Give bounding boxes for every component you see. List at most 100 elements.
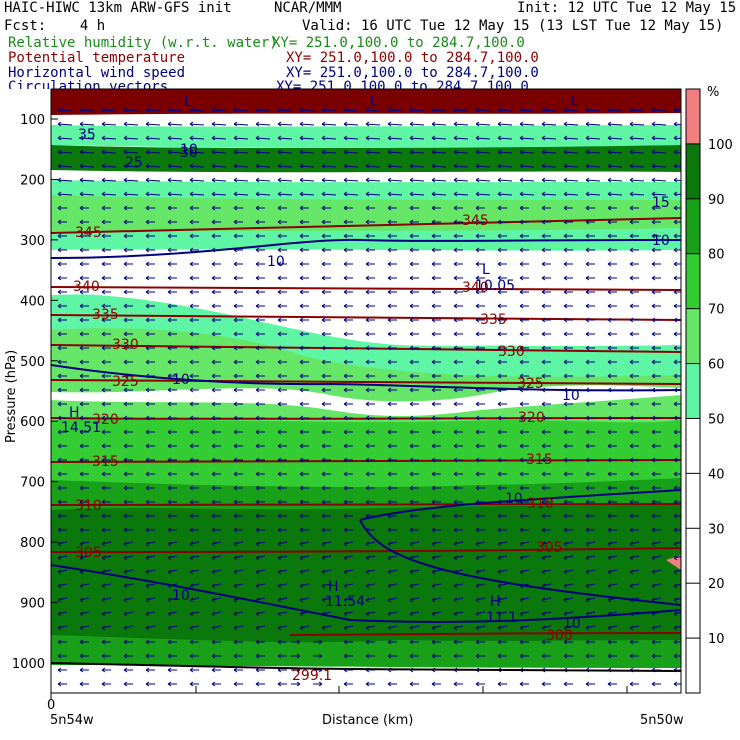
circulation-vector <box>79 681 89 687</box>
circulation-vector <box>431 275 441 281</box>
circulation-vector <box>167 569 178 575</box>
circulation-vector <box>101 681 111 687</box>
x-axis-title: Distance (km) <box>322 713 413 728</box>
circulation-vector <box>233 387 243 393</box>
circulation-vector <box>189 485 199 491</box>
circulation-vector <box>145 541 156 547</box>
circulation-vector <box>101 261 111 267</box>
circulation-vector <box>497 555 508 561</box>
circulation-vector <box>497 261 507 267</box>
circulation-vector <box>343 625 354 631</box>
circulation-vector <box>321 387 331 393</box>
header-line1-right: Init: 12 UTC Tue 12 May 15 <box>517 0 737 16</box>
circulation-vector <box>387 345 397 351</box>
circulation-vector <box>277 443 287 449</box>
circulation-vector <box>321 233 331 239</box>
circulation-vector <box>211 191 227 197</box>
circulation-vector <box>123 331 133 337</box>
circulation-vector <box>585 625 596 631</box>
circulation-vector <box>453 401 463 407</box>
circulation-vector <box>299 513 309 519</box>
extremum-label: L <box>370 94 378 110</box>
circulation-vector <box>277 233 287 239</box>
circulation-vector <box>101 639 111 645</box>
circulation-vector <box>519 541 530 547</box>
circulation-vector <box>57 681 67 687</box>
colorbar-band <box>686 363 700 419</box>
circulation-vector <box>497 177 513 183</box>
circulation-vector <box>651 191 667 197</box>
circulation-vector <box>343 471 353 477</box>
circulation-vector <box>211 205 221 211</box>
circulation-vector <box>255 303 265 309</box>
circulation-vector <box>101 177 117 183</box>
circulation-vector <box>475 653 485 659</box>
circulation-vector <box>541 499 551 505</box>
circulation-vector <box>299 485 309 491</box>
circulation-vector <box>57 163 73 169</box>
circulation-vector <box>651 373 661 379</box>
circulation-vector <box>475 527 485 533</box>
circulation-vector <box>431 555 442 561</box>
circulation-vector <box>387 639 397 645</box>
circulation-vector <box>585 219 595 225</box>
circulation-vector <box>651 429 661 435</box>
circulation-vector <box>123 247 133 253</box>
circulation-vector <box>79 625 90 631</box>
circulation-vector <box>497 569 508 575</box>
circulation-vector <box>563 219 573 225</box>
circulation-vector <box>321 555 332 561</box>
circulation-vector <box>299 611 310 617</box>
circulation-vector <box>651 457 661 463</box>
circulation-vector <box>585 345 595 351</box>
circulation-vector <box>365 569 376 575</box>
circulation-vector <box>101 513 111 519</box>
circulation-vector <box>673 555 681 561</box>
circulation-vector <box>563 317 573 323</box>
y-axis: 100 200 300 400 500 600 700 800 900 1000 <box>12 113 58 672</box>
circulation-vector <box>321 513 331 519</box>
circulation-vector <box>453 121 469 127</box>
circulation-vector <box>167 387 177 393</box>
wind-label: 10 <box>172 588 190 604</box>
circulation-vector <box>299 373 309 379</box>
circulation-vector <box>145 625 156 631</box>
circulation-vector <box>629 513 639 519</box>
circulation-vector <box>519 555 530 561</box>
circulation-vector <box>365 653 375 659</box>
circulation-vector <box>57 275 67 281</box>
circulation-vector <box>453 583 464 589</box>
circulation-vector <box>541 541 552 547</box>
circulation-vector <box>409 303 419 309</box>
circulation-vector <box>211 415 221 421</box>
circulation-vector <box>629 499 639 505</box>
circulation-vector <box>365 247 375 253</box>
circulation-vector <box>497 597 508 603</box>
y-tick-label: 500 <box>20 355 45 370</box>
circulation-vector <box>497 625 508 631</box>
circulation-vector <box>497 541 508 547</box>
circulation-vector <box>387 527 397 533</box>
circulation-vector <box>453 163 469 169</box>
circulation-vector <box>365 457 375 463</box>
circulation-vector <box>123 597 134 603</box>
circulation-vector <box>563 205 573 211</box>
field-rh-xy: XY= 251.0,100.0 to 284.7,100.0 <box>272 35 525 51</box>
circulation-vector <box>519 583 530 589</box>
circulation-vector <box>189 457 199 463</box>
circulation-vector <box>299 471 309 477</box>
circulation-vector <box>79 107 95 113</box>
circulation-vector <box>167 471 177 477</box>
circulation-vector <box>233 191 249 197</box>
circulation-vector <box>629 373 639 379</box>
circulation-vector <box>651 317 661 323</box>
circulation-vector <box>563 415 573 421</box>
circulation-vector <box>519 457 529 463</box>
circulation-vector <box>101 345 111 351</box>
circulation-vector <box>519 219 529 225</box>
circulation-vector <box>145 191 161 197</box>
theta-label: 320 <box>92 412 119 428</box>
circulation-vector <box>321 191 337 197</box>
circulation-vector <box>387 219 397 225</box>
circulation-vector <box>255 261 265 267</box>
